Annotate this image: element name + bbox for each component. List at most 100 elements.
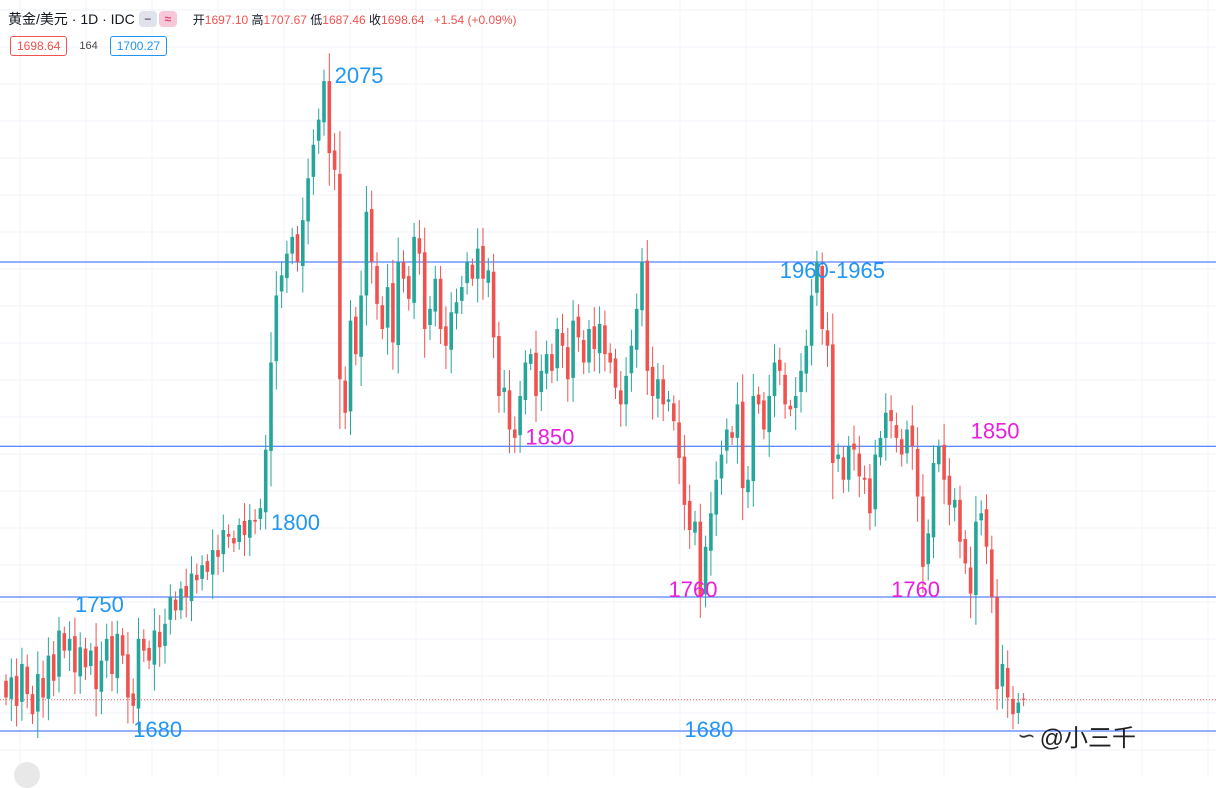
- candle-body: [915, 448, 920, 497]
- candle-body: [884, 412, 888, 438]
- candle: [332, 133, 337, 191]
- candle: [30, 685, 35, 724]
- close-label: 收: [369, 12, 382, 27]
- candle: [958, 485, 962, 559]
- candle: [348, 300, 353, 436]
- candle-body: [279, 275, 284, 292]
- candle-body: [513, 429, 517, 438]
- approx-icon[interactable]: ≈: [158, 11, 177, 27]
- candle: [279, 261, 284, 309]
- minus-icon[interactable]: −: [138, 11, 157, 27]
- candle: [767, 374, 771, 457]
- candle-body: [931, 463, 936, 538]
- candle-body: [799, 370, 803, 392]
- candle-body: [672, 403, 676, 422]
- candle-body: [778, 359, 782, 371]
- candle-body: [200, 565, 204, 579]
- annotation-label: 1850: [525, 424, 574, 449]
- candle-body: [958, 499, 962, 542]
- candle-body: [9, 677, 14, 699]
- candle-body: [762, 400, 766, 430]
- candle-body: [756, 394, 761, 405]
- candle: [544, 340, 549, 390]
- candle: [513, 416, 517, 454]
- candle: [650, 346, 655, 420]
- candle-body: [571, 320, 575, 378]
- candle: [587, 319, 591, 374]
- candle: [120, 628, 125, 664]
- candle: [157, 615, 162, 667]
- candle: [555, 317, 559, 382]
- candle: [868, 463, 872, 531]
- candle-body: [168, 597, 173, 620]
- scroll-icon[interactable]: [14, 762, 40, 788]
- candle: [274, 271, 279, 390]
- candle-body: [290, 236, 294, 254]
- buy-price-button[interactable]: 1700.27: [109, 36, 168, 56]
- candle: [640, 248, 644, 327]
- candle-body: [1005, 668, 1010, 698]
- candle: [263, 434, 268, 530]
- candle-body: [385, 287, 390, 328]
- candle: [73, 617, 77, 695]
- candle-body: [380, 305, 385, 329]
- candle: [672, 395, 676, 431]
- candle-body: [682, 456, 687, 505]
- candle: [475, 228, 480, 303]
- open-value: 1697.10: [204, 12, 249, 27]
- candle: [14, 658, 19, 727]
- candle: [497, 321, 501, 413]
- candle: [354, 306, 358, 366]
- candle-body: [263, 449, 268, 513]
- candle-body: [862, 477, 867, 480]
- candle: [926, 519, 930, 581]
- candle: [820, 252, 824, 345]
- candle: [465, 252, 469, 295]
- bid-ask-row: 1698.64 164 1700.27: [10, 36, 168, 56]
- candle: [740, 374, 745, 521]
- candle: [793, 377, 798, 431]
- candle: [210, 529, 215, 599]
- candle-body: [968, 567, 973, 594]
- candle-body: [587, 329, 591, 363]
- candle: [1016, 693, 1021, 724]
- candle-body: [354, 316, 358, 355]
- candle: [359, 270, 363, 386]
- candle: [115, 620, 120, 694]
- candle: [221, 514, 226, 573]
- candle-body: [311, 144, 316, 177]
- candle: [502, 369, 506, 413]
- candle: [634, 293, 639, 368]
- candle: [884, 393, 888, 461]
- candle-body: [83, 648, 88, 668]
- candle: [481, 227, 485, 300]
- candle: [693, 510, 697, 546]
- annotation-label: 1800: [271, 510, 320, 535]
- candle: [613, 348, 618, 399]
- candle-body: [454, 302, 459, 314]
- candle: [603, 310, 607, 372]
- candle: [232, 530, 236, 553]
- low-value: 1687.46: [322, 12, 366, 27]
- sell-price-button[interactable]: 1698.64: [10, 36, 68, 56]
- symbol-title[interactable]: 黄金/美元 · 1D · IDC: [8, 11, 135, 27]
- candle-body: [603, 325, 607, 355]
- candle: [799, 353, 803, 413]
- candle-body: [846, 446, 851, 480]
- candle: [703, 535, 708, 608]
- candle-body: [412, 236, 416, 303]
- candle: [687, 484, 692, 549]
- candle: [889, 395, 893, 439]
- candle: [836, 443, 840, 473]
- candle-body: [656, 379, 660, 399]
- candle-body: [163, 623, 167, 646]
- candle: [89, 642, 93, 675]
- candle-body: [179, 588, 183, 611]
- candle-body: [984, 509, 989, 547]
- candle: [719, 440, 724, 495]
- candle: [189, 556, 194, 622]
- candle: [454, 288, 459, 330]
- candle-body: [364, 211, 369, 296]
- candle: [576, 304, 581, 352]
